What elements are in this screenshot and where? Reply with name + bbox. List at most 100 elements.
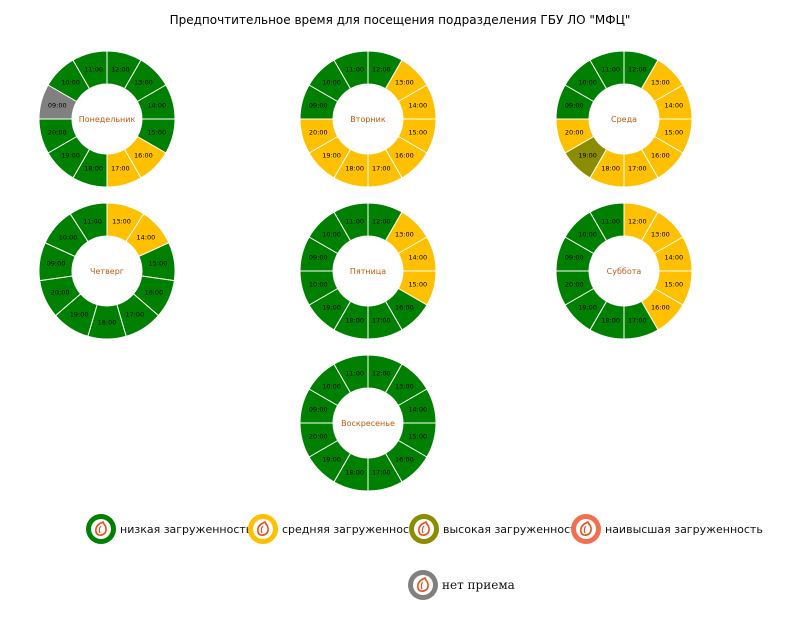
slice-label: 12:00 [372,369,391,377]
donut-1: 12:00 13:00 14:00 15:00 16:00 17:00 18:00 19:00… [299,50,437,188]
slice-label: 15:00 [408,432,427,440]
slice-label: 20:00 [48,128,67,136]
slice-label: 19:00 [322,455,341,463]
donut-2: 12:00 13:00 14:00 15:00 16:00 17:00 18:00 19:00… [555,50,693,188]
slice-label: 15:00 [147,128,166,136]
slice-label: 19:00 [61,151,80,159]
slice-label: 12:00 [111,65,130,73]
slice-label: 13:00 [395,231,414,239]
legend-label-highest: наивысшая загруженность [605,522,763,536]
legend-label-high: высокая загруженность [443,522,584,536]
slice-label: 17:00 [628,165,647,173]
donut-0: 12:00 13:00 14:00 15:00 16:00 17:00 18:00 19:00… [38,50,176,188]
legend-label-medium: средняя загруженность [282,522,422,536]
legend-item-highest: наивысшая загруженность [571,514,763,544]
slice-label: 19:00 [578,303,597,311]
day-label: Воскресенье [341,419,395,428]
slice-label: 11:00 [345,65,364,73]
slice-label: 16:00 [395,455,414,463]
donut-slice [333,50,369,90]
slice-label: 18:00 [345,469,364,477]
slice-label: 20:00 [309,128,328,136]
slice-label: 12:00 [372,65,391,73]
slice-label: 11:00 [345,369,364,377]
legend-medium-icon [248,514,278,544]
slice-label: 11:00 [83,218,102,226]
slice-label: 13:00 [395,79,414,87]
slice-label: 18:00 [345,165,364,173]
slice-label: 11:00 [601,65,620,73]
slice-label: 09:00 [309,102,328,110]
slice-label: 15:00 [408,128,427,136]
slice-label: 10:00 [309,280,328,288]
slice-label: 13:00 [134,79,153,87]
donut-slice [69,202,108,243]
slice-label: 20:00 [51,288,70,296]
donut-3: 13:00 14:00 15:00 16:00 17:00 18:00 19:00 20:00… [38,202,176,340]
legend-closed-icon [408,570,438,600]
slice-label: 10:00 [59,233,78,241]
slice-label: 11:00 [84,65,103,73]
legend-item-closed: нет приема [408,570,515,600]
slice-label: 15:00 [664,280,683,288]
slice-label: 10:00 [322,231,341,239]
slice-label: 16:00 [395,151,414,159]
slice-label: 10:00 [322,79,341,87]
slice-label: 15:00 [664,128,683,136]
slice-label: 11:00 [601,217,620,225]
slice-label: 19:00 [322,151,341,159]
slice-label: 20:00 [565,128,584,136]
donut-slice [589,202,625,242]
slice-label: 09:00 [47,260,66,268]
slice-label: 17:00 [372,165,391,173]
slice-label: 17:00 [372,317,391,325]
slice-label: 09:00 [309,254,328,262]
legend-low-icon [86,514,116,544]
slice-label: 09:00 [48,102,67,110]
day-label: Вторник [350,115,386,124]
slice-label: 15:00 [408,280,427,288]
slice-label: 14:00 [664,102,683,110]
slice-label: 18:00 [345,317,364,325]
slice-label: 16:00 [144,288,163,296]
legend-label-low: низкая загруженность [120,522,253,536]
slice-label: 14:00 [147,102,166,110]
slice-label: 14:00 [408,254,427,262]
slice-label: 09:00 [309,406,328,414]
slice-label: 17:00 [125,310,144,318]
slice-label: 14:00 [137,233,156,241]
slice-label: 13:00 [651,231,670,239]
donut-slice [72,50,108,90]
slice-label: 13:00 [395,383,414,391]
legend-label-closed: нет приема [442,578,515,592]
slice-label: 20:00 [565,280,584,288]
legend-highest-icon [571,514,601,544]
slice-label: 14:00 [408,406,427,414]
donut-6: 12:00 13:00 14:00 15:00 16:00 17:00 18:00 19:00… [299,354,437,492]
donut-4: 12:00 13:00 14:00 15:00 16:00 17:00 18:00 19:00… [299,202,437,340]
slice-label: 09:00 [565,102,584,110]
slice-label: 10:00 [61,79,80,87]
slice-label: 13:00 [112,218,131,226]
slice-label: 16:00 [651,151,670,159]
slice-label: 17:00 [372,469,391,477]
slice-label: 16:00 [651,303,670,311]
slice-label: 17:00 [111,165,130,173]
legend-item-high: высокая загруженность [409,514,583,544]
slice-label: 09:00 [565,254,584,262]
donut-charts: 12:00 13:00 14:00 15:00 16:00 17:00 18:00 19:00… [38,50,693,492]
day-label: Среда [611,115,637,124]
slice-label: 10:00 [322,383,341,391]
legend-item-medium: средняя загруженность [248,514,422,544]
slice-label: 18:00 [98,319,117,327]
donut-slice [589,50,625,90]
donut-slice [333,202,369,242]
day-label: Четверг [90,267,124,276]
slice-label: 16:00 [395,303,414,311]
day-label: Суббота [607,267,642,276]
slice-label: 12:00 [628,65,647,73]
slice-label: 19:00 [578,151,597,159]
slice-label: 15:00 [149,260,168,268]
day-label: Понедельник [79,115,136,124]
slice-label: 10:00 [578,79,597,87]
